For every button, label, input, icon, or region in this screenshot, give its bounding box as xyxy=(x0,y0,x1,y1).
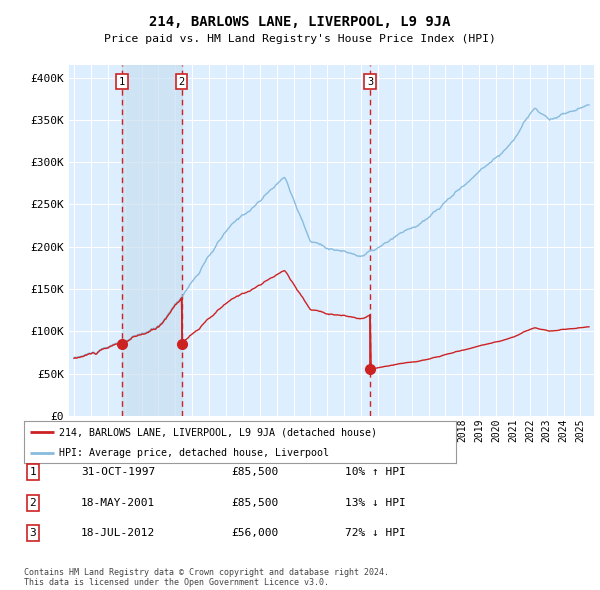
Text: £56,000: £56,000 xyxy=(231,529,278,538)
Text: £85,500: £85,500 xyxy=(231,498,278,507)
Text: £85,500: £85,500 xyxy=(231,467,278,477)
Text: 1: 1 xyxy=(119,77,125,87)
Text: 2: 2 xyxy=(29,498,37,507)
Text: Contains HM Land Registry data © Crown copyright and database right 2024.
This d: Contains HM Land Registry data © Crown c… xyxy=(24,568,389,587)
Text: 31-OCT-1997: 31-OCT-1997 xyxy=(81,467,155,477)
Text: 18-JUL-2012: 18-JUL-2012 xyxy=(81,529,155,538)
Text: 214, BARLOWS LANE, LIVERPOOL, L9 9JA: 214, BARLOWS LANE, LIVERPOOL, L9 9JA xyxy=(149,15,451,29)
Text: 3: 3 xyxy=(367,77,373,87)
Bar xyxy=(122,65,182,416)
Text: 10% ↑ HPI: 10% ↑ HPI xyxy=(345,467,406,477)
Text: Price paid vs. HM Land Registry's House Price Index (HPI): Price paid vs. HM Land Registry's House … xyxy=(104,34,496,44)
Text: 3: 3 xyxy=(29,529,37,538)
Text: 1: 1 xyxy=(29,467,37,477)
Text: 72% ↓ HPI: 72% ↓ HPI xyxy=(345,529,406,538)
Text: 2: 2 xyxy=(179,77,185,87)
Text: 13% ↓ HPI: 13% ↓ HPI xyxy=(345,498,406,507)
Text: 18-MAY-2001: 18-MAY-2001 xyxy=(81,498,155,507)
Text: HPI: Average price, detached house, Liverpool: HPI: Average price, detached house, Live… xyxy=(59,448,329,457)
Text: 214, BARLOWS LANE, LIVERPOOL, L9 9JA (detached house): 214, BARLOWS LANE, LIVERPOOL, L9 9JA (de… xyxy=(59,427,377,437)
